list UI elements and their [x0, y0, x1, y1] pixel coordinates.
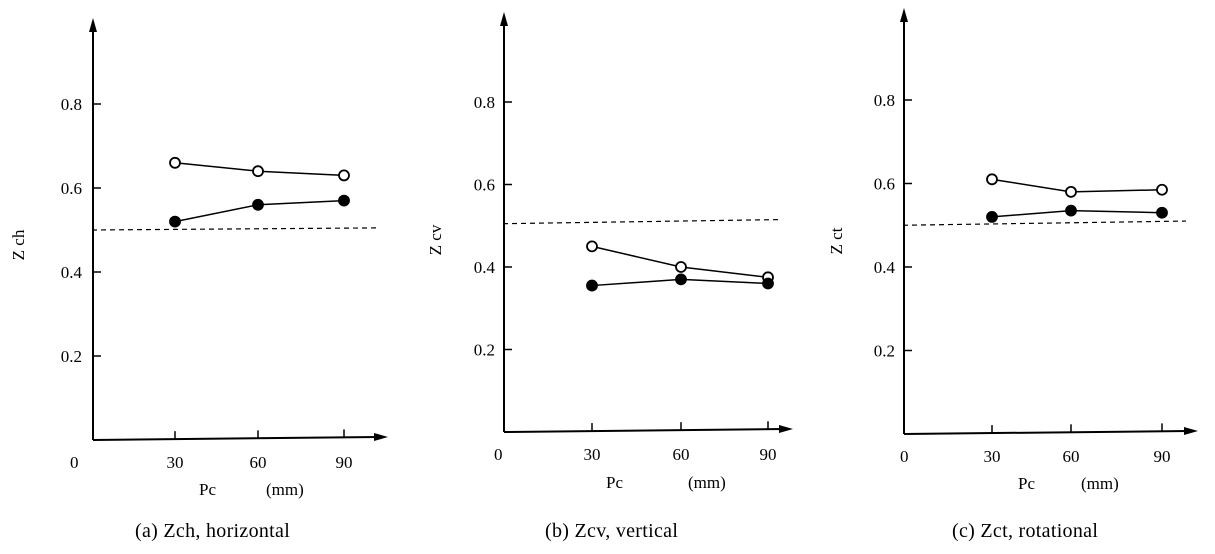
x-tick-label: 60: [1063, 447, 1080, 466]
filled-circle-point: [586, 279, 598, 292]
chart-panel-horizontal: 0 0.2 0.4 0.6 0.8 30 60 90 Pc (mm) Z ch (a) Zch, h…: [0, 0, 405, 554]
x-tick-label: 90: [336, 453, 353, 472]
y-axis-label: Z cv: [426, 224, 445, 255]
chart-svg: 0 0.2 0.4 0.6 0.8 30 60 90 Pc (mm) Z cv: [426, 12, 793, 492]
x-tick-label: 30: [984, 447, 1001, 466]
x-axis-line: [503, 428, 784, 433]
open-series-line: [991, 178, 1163, 193]
y-axis-arrow: [900, 8, 908, 22]
y-tick-label: 0.2: [874, 342, 895, 361]
filled-circle-point: [986, 210, 998, 223]
y-tick-label: 0.4: [874, 258, 896, 277]
chart-caption: (a) Zch, horizontal: [135, 520, 291, 542]
open-circle-point: [986, 173, 998, 186]
x-axis-unit: (mm): [688, 473, 726, 492]
chart-svg: 0 0.2 0.4 0.6 0.8 30 60 90 Pc (mm) Z ch: [9, 18, 388, 499]
filled-circle-point: [1065, 204, 1077, 217]
open-circle-point: [252, 165, 264, 178]
x-axis-arrow: [1184, 427, 1198, 435]
x-axis-line: [903, 430, 1189, 435]
x-tick-label: 60: [250, 453, 267, 472]
y-tick-label: 0.4: [61, 263, 83, 282]
y-tick-label: 0.2: [61, 347, 82, 366]
x-tick-label: 90: [760, 445, 777, 464]
reference-dashed-line: [91, 227, 378, 231]
chart-panel-rotational: 0 0.2 0.4 0.6 0.8 30 60 90 Pc (mm) Z ct (c) Zct, r…: [810, 0, 1215, 554]
reference-dashed-line: [502, 218, 782, 225]
filled-circle-point: [338, 194, 350, 207]
x-tick-label: 30: [167, 453, 184, 472]
chart-caption: (b) Zcv, vertical: [545, 520, 679, 542]
y-tick-label: 0.6: [874, 175, 895, 194]
filled-circle-point: [252, 198, 264, 211]
y-axis-arrow: [89, 18, 97, 32]
chart-svg: 0 0.2 0.4 0.6 0.8 30 60 90 Pc (mm) Z ct: [827, 8, 1198, 493]
origin-label: 0: [900, 447, 909, 466]
x-axis-unit: (mm): [266, 480, 304, 499]
y-tick-label: 0.6: [474, 176, 495, 195]
y-tick-label: 0.6: [61, 179, 82, 198]
origin-label: 0: [494, 445, 503, 464]
x-axis-arrow: [779, 425, 793, 433]
x-axis-label: Pc: [1018, 474, 1035, 493]
y-tick-label: 0.8: [474, 93, 495, 112]
x-axis-unit: (mm): [1081, 474, 1119, 493]
x-axis-label: Pc: [199, 480, 216, 499]
x-tick-label: 60: [673, 445, 690, 464]
x-axis-arrow: [374, 433, 388, 441]
filled-series-line: [991, 209, 1163, 218]
chart-caption: (c) Zct, rotational: [952, 520, 1099, 542]
open-circle-point: [586, 240, 598, 253]
y-tick-label: 0.8: [61, 95, 82, 114]
filled-circle-point: [169, 215, 181, 228]
y-axis-label: Z ch: [9, 229, 28, 260]
x-tick-label: 30: [584, 445, 601, 464]
open-circle-point: [169, 156, 181, 169]
y-tick-label: 0.2: [474, 341, 495, 360]
open-circle-point: [1156, 183, 1168, 196]
filled-circle-point: [675, 273, 687, 286]
origin-label: 0: [70, 453, 79, 472]
open-circle-point: [338, 169, 350, 182]
chart-panel-vertical: 0 0.2 0.4 0.6 0.8 30 60 90 Pc (mm) Z cv (b) Zcv, v…: [405, 0, 810, 554]
reference-dashed-line: [902, 220, 1187, 226]
filled-circle-point: [762, 277, 774, 290]
y-axis-label: Z ct: [827, 227, 846, 254]
y-axis-arrow: [500, 12, 508, 26]
x-tick-label: 90: [1154, 447, 1171, 466]
y-tick-label: 0.4: [474, 258, 496, 277]
open-circle-point: [1065, 185, 1077, 198]
filled-circle-point: [1156, 206, 1168, 219]
open-circle-point: [675, 261, 687, 273]
x-axis-label: Pc: [606, 473, 623, 492]
x-axis-line: [92, 436, 379, 441]
y-tick-label: 0.8: [874, 91, 895, 110]
